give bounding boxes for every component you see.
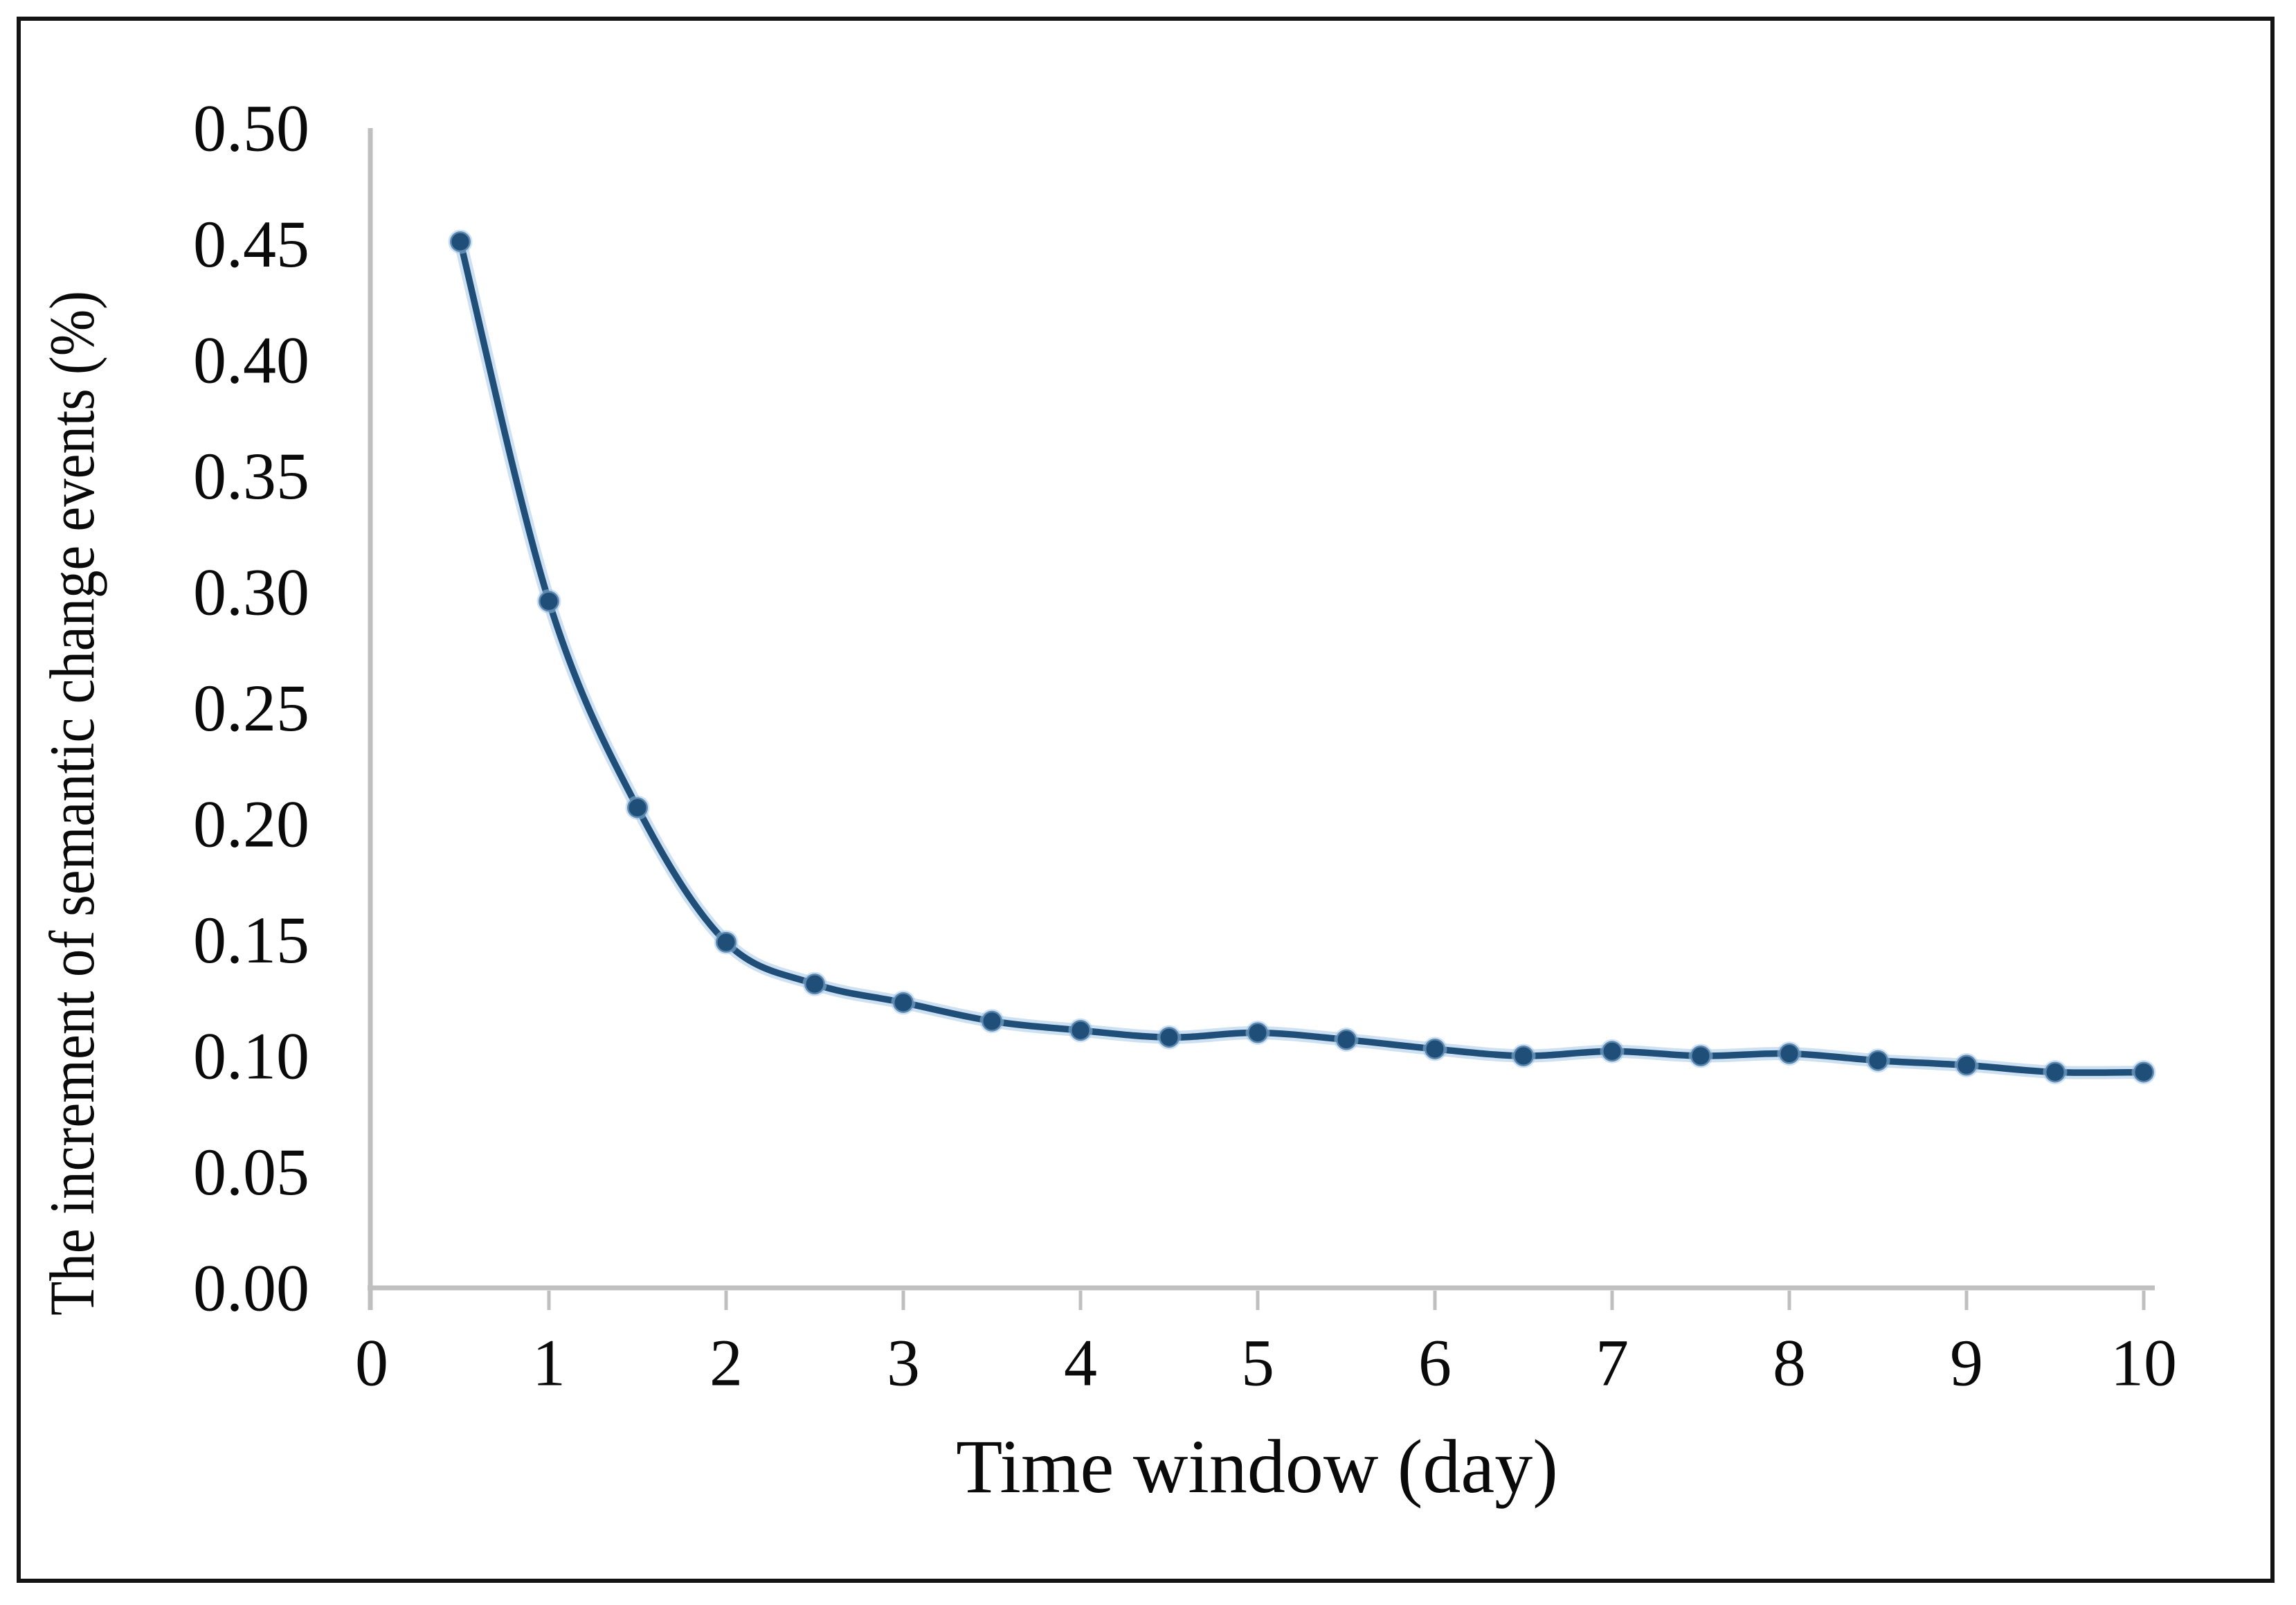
x-tick-label: 1: [532, 1326, 566, 1400]
x-tick-label: 8: [1773, 1326, 1806, 1400]
figure-border: [17, 17, 2275, 1583]
data-point-marker: [1157, 1025, 1182, 1050]
y-tick-label: 0.20: [193, 787, 309, 861]
x-tick-label: 9: [1950, 1326, 1983, 1400]
y-tick-label: 0.50: [193, 91, 309, 165]
x-tick-label: 10: [2110, 1326, 2177, 1400]
x-tick-marks-group: [547, 1291, 2146, 1310]
x-tick-label: 6: [1418, 1326, 1452, 1400]
x-tick-label: 7: [1596, 1326, 1629, 1400]
data-series-group: [448, 229, 2156, 1084]
data-point-marker: [2131, 1059, 2156, 1084]
data-point-marker: [1245, 1021, 1270, 1045]
y-axis-title: The increment of semantic change events …: [37, 291, 107, 1316]
data-point-marker: [448, 229, 473, 254]
data-point-marker: [1422, 1037, 1447, 1061]
data-point-marker: [1334, 1028, 1359, 1052]
data-point-marker: [714, 930, 739, 955]
y-tick-label: 0.10: [193, 1019, 309, 1093]
data-point-marker: [802, 971, 827, 996]
x-tick-label: 5: [1241, 1326, 1274, 1400]
data-point-marker: [1688, 1043, 1713, 1068]
y-tick-label: 0.25: [193, 671, 309, 745]
x-tick-label: 3: [887, 1326, 920, 1400]
data-point-marker: [891, 990, 916, 1015]
y-tick-label: 0.35: [193, 439, 309, 513]
data-point-marker: [536, 589, 561, 613]
series-line: [457, 238, 2147, 1076]
data-point-marker: [979, 1009, 1004, 1034]
series-line-halo: [453, 235, 2151, 1079]
y-tick-label: 0.40: [193, 323, 309, 397]
y-tick-label: 0.00: [193, 1251, 309, 1325]
data-point-marker: [1865, 1048, 1890, 1073]
data-point-marker: [625, 796, 650, 821]
y-tick-label: 0.45: [193, 207, 309, 281]
x-tick-label: 4: [1064, 1326, 1097, 1400]
data-point-marker: [2043, 1059, 2068, 1084]
data-point-marker: [1511, 1043, 1536, 1068]
data-point-marker: [1954, 1052, 1979, 1077]
data-point-marker: [1600, 1039, 1625, 1064]
y-tick-label: 0.30: [193, 555, 309, 629]
data-point-marker: [1068, 1018, 1093, 1043]
y-tick-label: 0.05: [193, 1135, 309, 1209]
y-tick-label: 0.15: [193, 903, 309, 977]
x-axis-title: Time window (day): [956, 1424, 1558, 1509]
x-tick-labels-group: 0 1 2 3 4 5 6 7 8 9 10: [355, 1326, 2177, 1400]
x-tick-label: 2: [709, 1326, 743, 1400]
y-tick-labels-group: 0.00 0.05 0.10 0.15 0.20 0.25 0.30 0.35 0.40 0.45…: [193, 91, 309, 1325]
x-tick-label: 0: [355, 1326, 388, 1400]
data-point-marker: [1777, 1041, 1802, 1066]
